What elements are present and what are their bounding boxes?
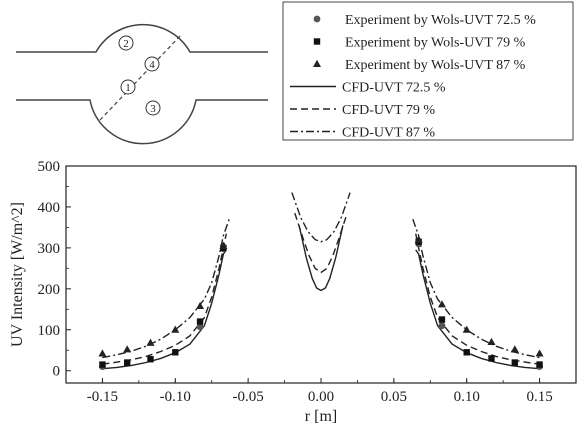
x-tick-label: -0.15 [87,389,118,405]
marker-3-label: 3 [150,103,156,115]
line-cfd-uvt-72-5 [298,225,344,292]
y-tick-label: 0 [53,364,61,380]
legend-entry: Experiment by Wols-UVT 87 % [313,58,526,73]
legend-marker-triangle [313,59,321,67]
line-cfd-uvt-87 [291,192,351,243]
point-experiment-by-wols-uvt-79 [488,355,495,362]
legend-label: CFD-UVT 72.5 % [342,81,446,96]
line-cfd-uvt-87 [102,218,230,359]
marker-2-label: 2 [123,38,129,50]
marker-3: 3 [145,100,161,116]
point-experiment-by-wols-uvt-72-5 [438,322,446,330]
legend-entry: CFD-UVT 79 % [290,103,435,118]
x-tick-label: 0.15 [526,389,552,405]
point-experiment-by-wols-uvt-79 [438,316,446,323]
legend-entry: Experiment by Wols-UVT 72.5 % [313,13,536,28]
marker-1-label: 1 [125,82,131,94]
marker-2: 2 [118,35,134,51]
point-experiment-by-wols-uvt-79 [147,356,154,363]
legend-label: Experiment by Wols-UVT 87 % [345,58,526,73]
legend-entry: CFD-UVT 87 % [290,126,435,141]
point-experiment-by-wols-uvt-87 [414,235,423,243]
legend-entry: CFD-UVT 72.5 % [290,81,446,96]
x-tick-label: 0.00 [308,389,334,405]
point-experiment-by-wols-uvt-79 [196,318,204,325]
x-tick-label: 0.05 [381,389,407,405]
y-tick-label: 100 [38,323,61,339]
point-experiment-by-wols-uvt-87 [171,325,180,333]
point-experiment-by-wols-uvt-79 [99,361,106,368]
point-experiment-by-wols-uvt-87 [535,349,544,357]
line-cfd-uvt-72-5 [102,249,227,370]
point-experiment-by-wols-uvt-79 [511,359,518,366]
point-experiment-by-wols-uvt-87 [146,338,155,346]
point-experiment-by-wols-uvt-79 [536,361,543,368]
point-experiment-by-wols-uvt-79 [124,359,131,366]
reactor-schematic: 1 2 3 4 [16,23,268,145]
plot-area: -0.15 -0.10 -0.05 0.00 0.05 0.10 0.15 0 100 200 3… [9,159,577,425]
point-experiment-by-wols-uvt-72-5 [196,323,204,331]
point-experiment-by-wols-uvt-79 [463,349,470,356]
x-tick-label: -0.05 [233,389,264,405]
line-cfd-uvt-72-5 [415,249,540,370]
reactor-upper-wall [16,23,268,53]
point-experiment-by-wols-uvt-87 [219,241,228,249]
legend-label: CFD-UVT 79 % [342,103,435,118]
point-experiment-by-wols-uvt-87 [487,337,496,346]
legend: Experiment by Wols-UVT 72.5 % Experiment … [282,1,574,141]
point-experiment-by-wols-uvt-87 [123,345,132,353]
y-tick-label: 400 [38,200,61,216]
point-experiment-by-wols-uvt-87 [462,325,471,333]
y-tick-label: 200 [38,282,61,298]
y-axis: 0 100 200 300 400 500 [38,159,71,380]
y-axis-label: UV Intensity [W/m^2] [9,202,26,347]
marker-4-label: 4 [149,59,155,71]
legend-marker-square [313,38,321,45]
legend-box [282,1,574,141]
series-markers [98,235,544,371]
marker-1: 1 [120,79,136,95]
line-cfd-uvt-87 [412,218,540,359]
x-axis: -0.15 -0.10 -0.05 0.00 0.05 0.10 0.15 [65,378,577,405]
point-experiment-by-wols-uvt-87 [510,345,519,353]
y-tick-label: 500 [38,159,61,175]
x-tick-label: -0.10 [160,389,191,405]
y-tick-label: 300 [38,241,61,257]
plot-frame [65,165,577,384]
point-experiment-by-wols-uvt-79 [172,349,179,356]
point-experiment-by-wols-uvt-87 [98,349,107,357]
series-lines [102,192,540,370]
legend-entry: Experiment by Wols-UVT 79 % [313,36,526,51]
measurement-line [99,33,183,121]
marker-4: 4 [144,56,160,72]
point-experiment-by-wols-uvt-87 [437,300,446,308]
line-cfd-uvt-79 [294,212,348,274]
legend-label: CFD-UVT 87 % [342,126,435,141]
legend-label: Experiment by Wols-UVT 72.5 % [345,13,536,28]
legend-label: Experiment by Wols-UVT 79 % [345,36,526,51]
line-cfd-uvt-79 [415,233,540,365]
x-tick-label: 0.10 [454,389,480,405]
reactor-lower-wall [16,99,268,145]
point-experiment-by-wols-uvt-87 [196,301,205,310]
x-axis-label: r [m] [305,408,337,425]
legend-marker-circle [313,15,321,23]
line-cfd-uvt-79 [102,233,227,365]
